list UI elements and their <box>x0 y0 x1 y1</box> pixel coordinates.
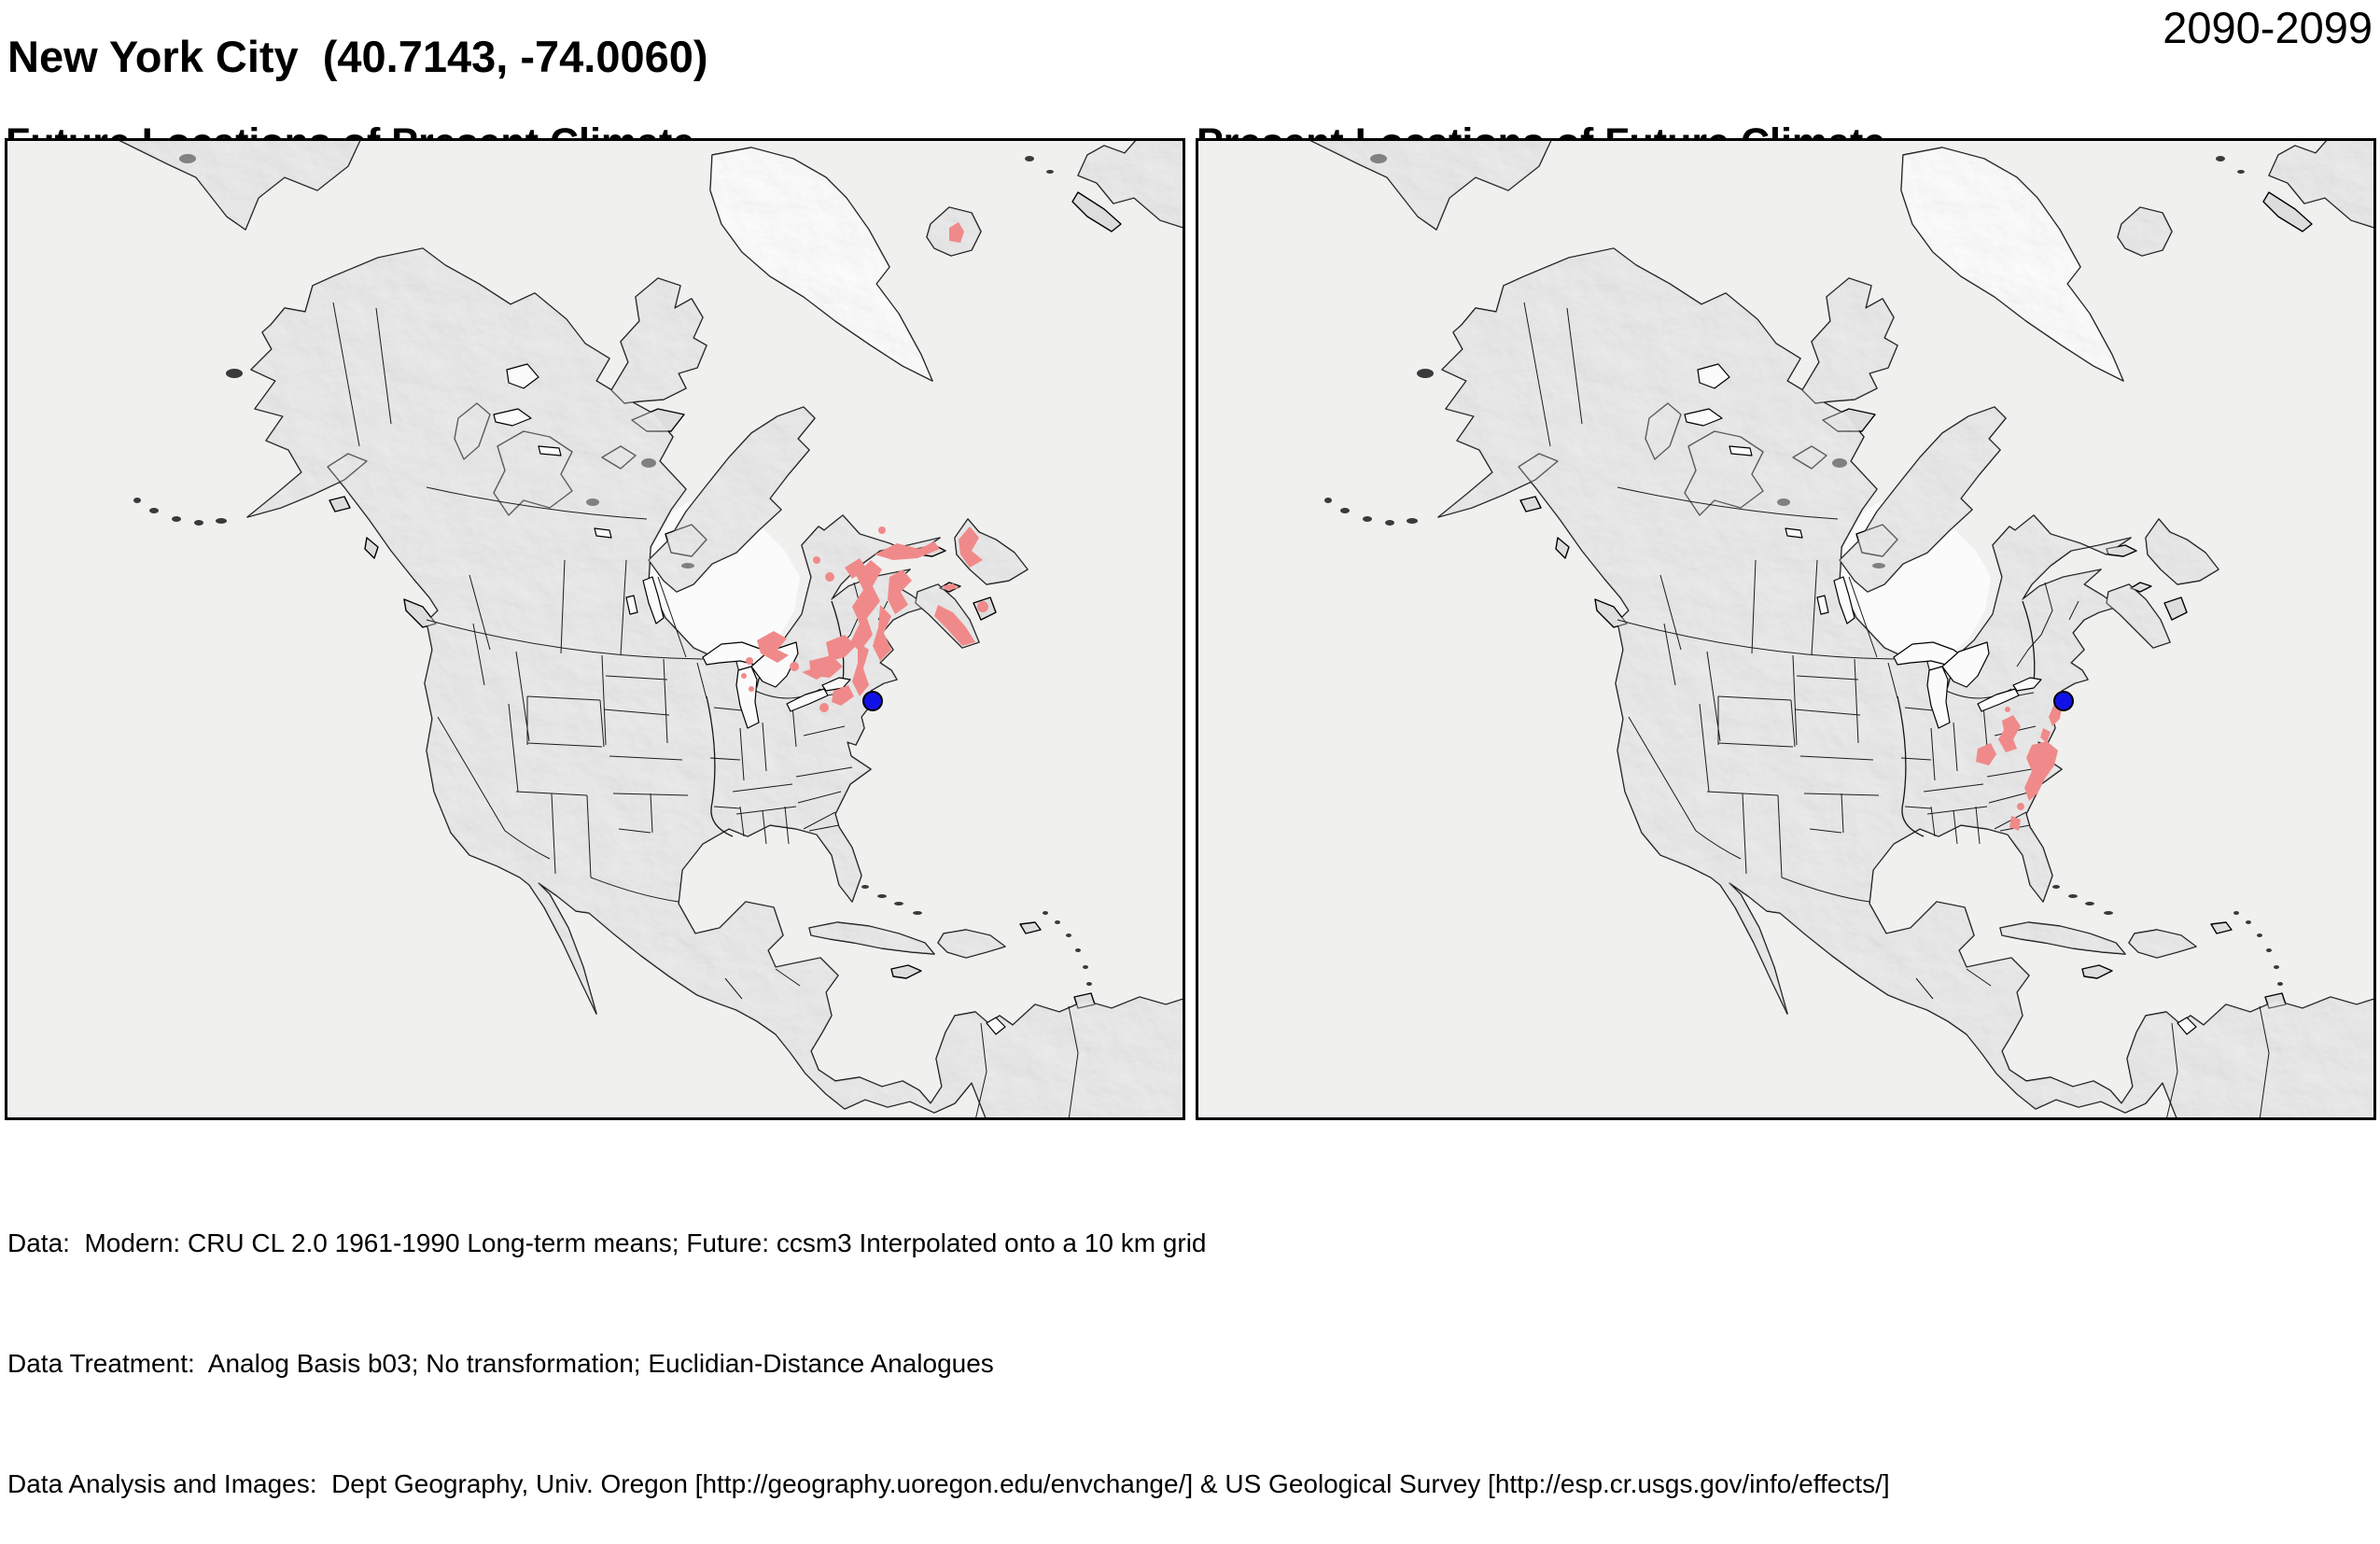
page-title: New York City (40.7143, -74.0060) <box>7 33 708 81</box>
map-future-locations <box>5 138 1185 1120</box>
nyc-marker <box>862 691 883 711</box>
footnote-treatment: Data Treatment: Analog Basis b03; No tra… <box>7 1349 994 1378</box>
city-name: New York City <box>7 32 299 82</box>
nyc-marker <box>2053 691 2074 711</box>
footnote-credits: Data Analysis and Images: Dept Geography… <box>7 1469 1890 1498</box>
period-label: 2090-2099 <box>2163 3 2373 52</box>
analog-regions-future <box>741 222 988 712</box>
city-coordinates: (40.7143, -74.0060) <box>322 32 708 82</box>
analog-regions-present <box>1976 704 2062 831</box>
figure-footnotes: Data: Modern: CRU CL 2.0 1961-1990 Long-… <box>7 1143 1890 1544</box>
footnote-data: Data: Modern: CRU CL 2.0 1961-1990 Long-… <box>7 1228 1207 1257</box>
map-present-locations <box>1196 138 2376 1120</box>
